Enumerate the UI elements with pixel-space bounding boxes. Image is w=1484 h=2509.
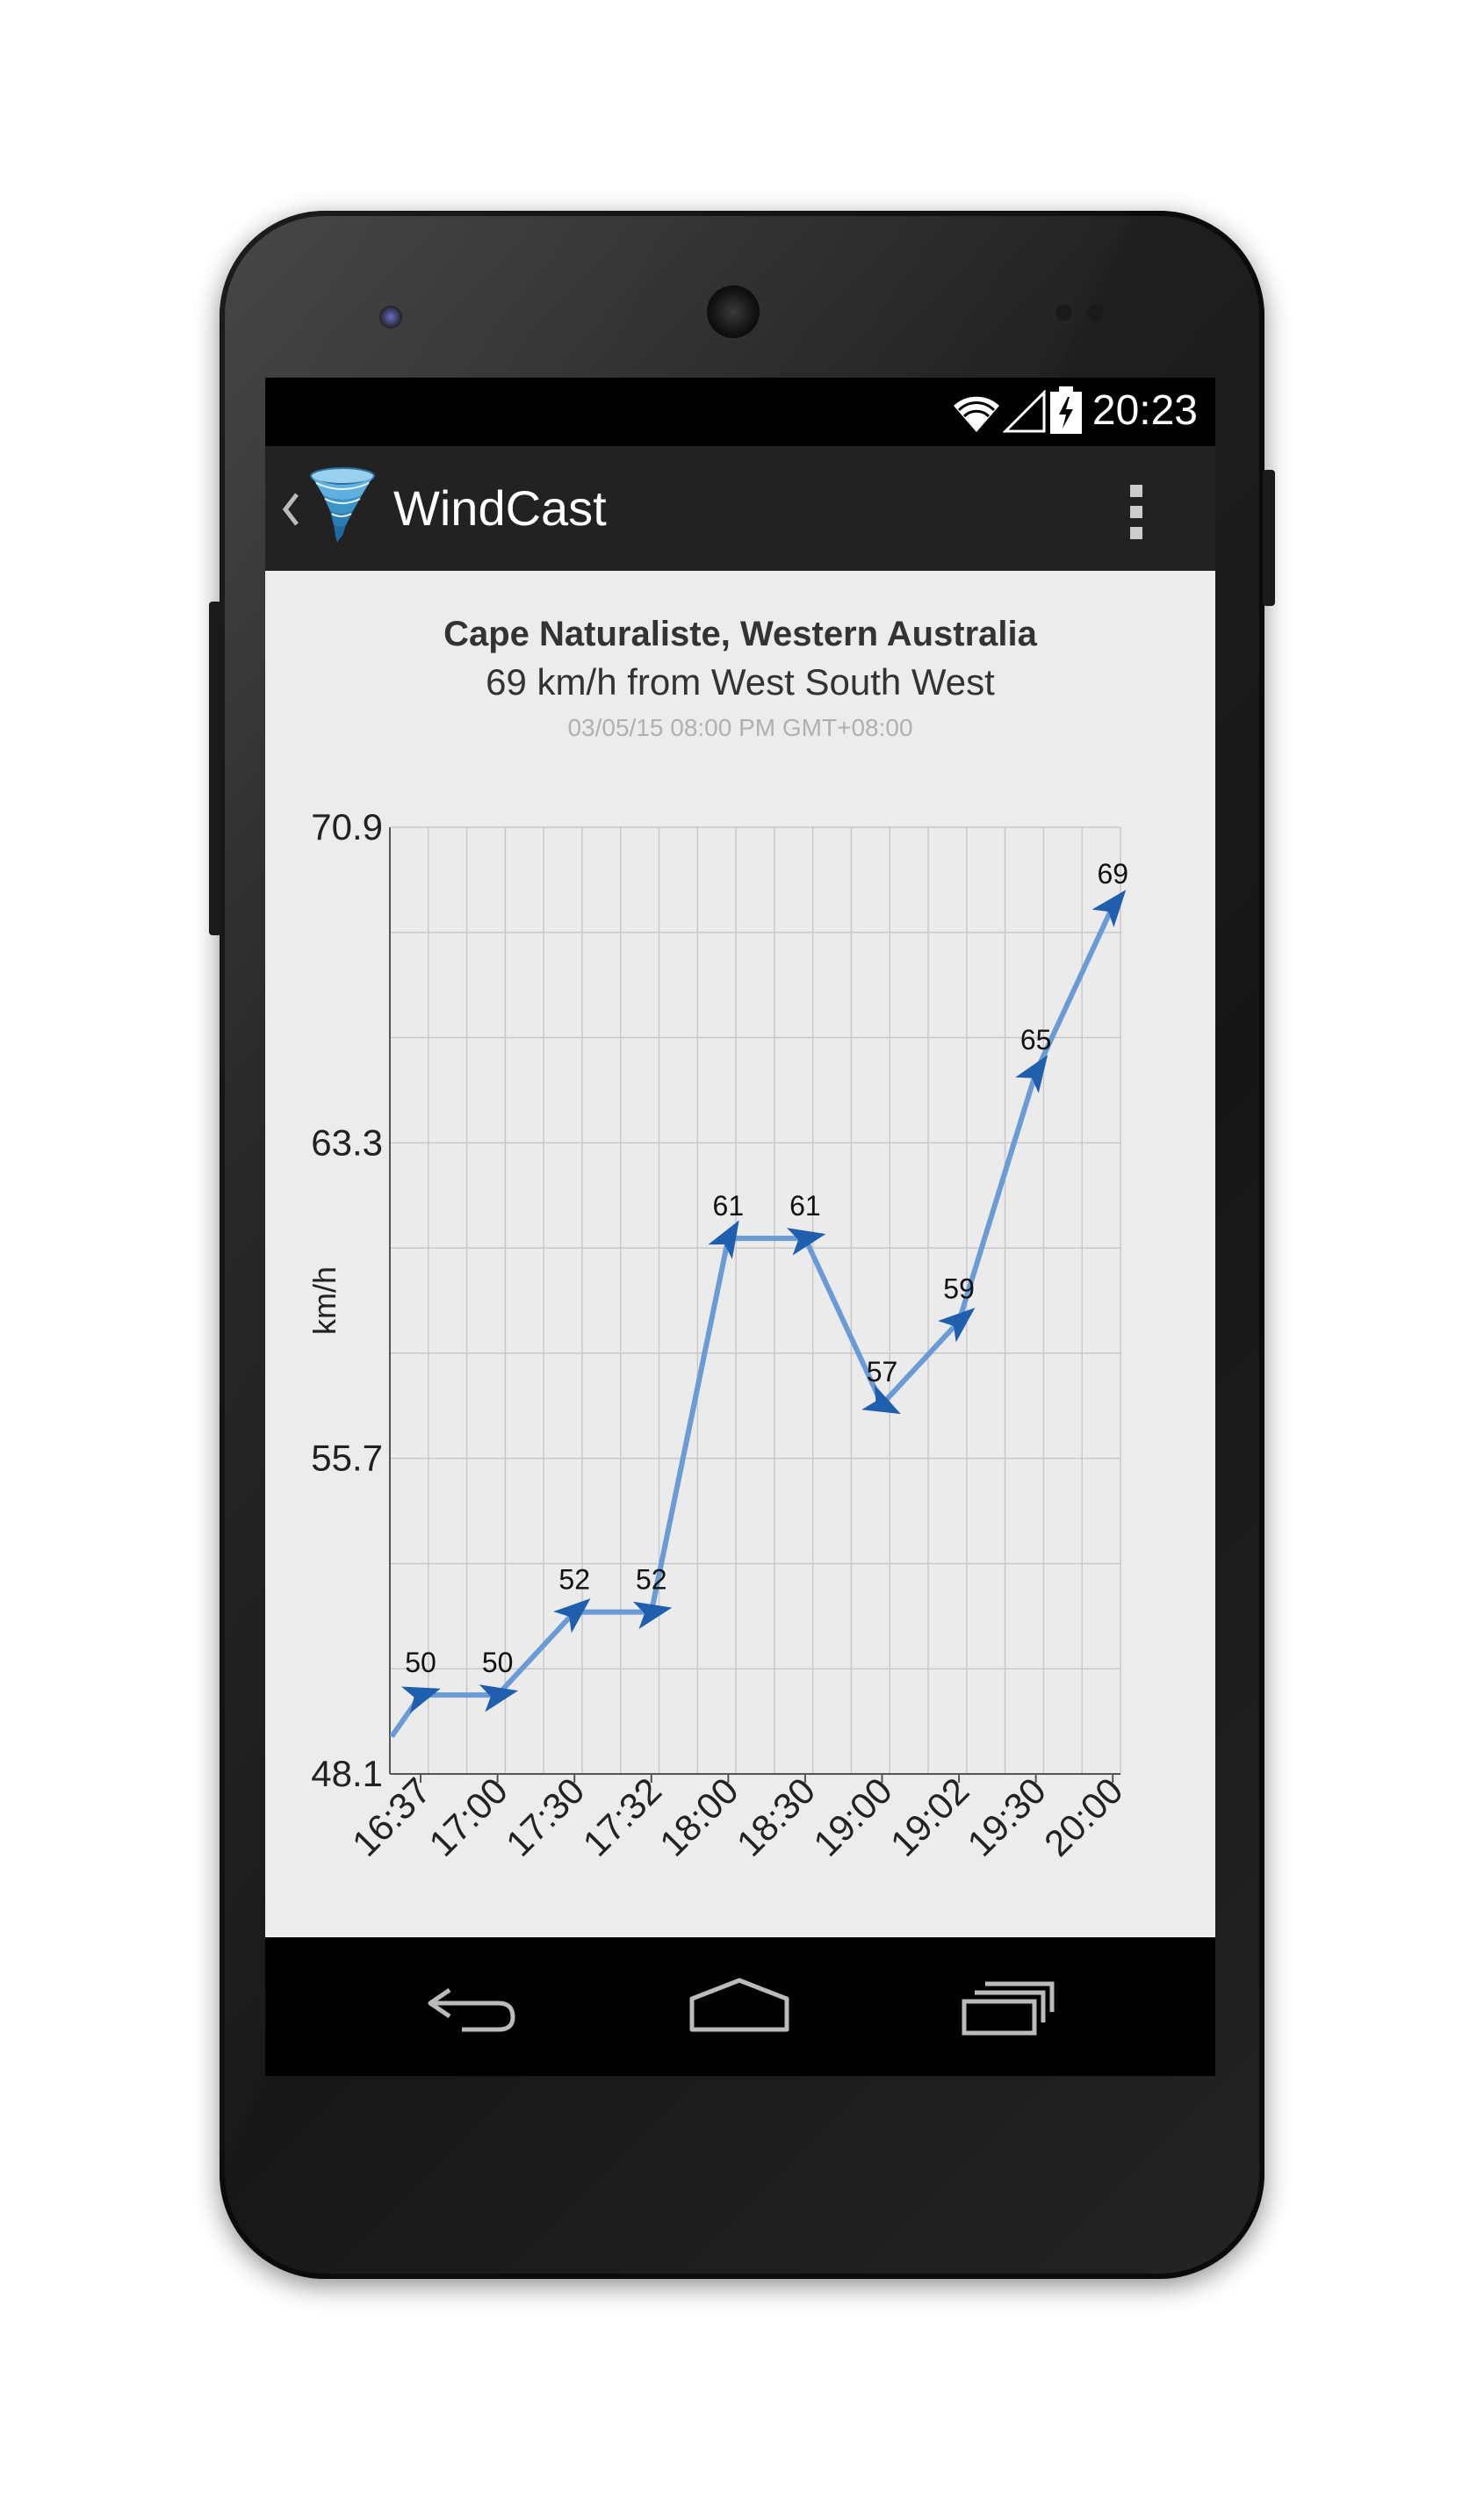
navigation-bar <box>265 1937 1215 2076</box>
x-tick-label: 19:30 <box>959 1770 1054 1864</box>
y-tick-label: 63.3 <box>311 1121 383 1163</box>
plot-area <box>390 827 1120 1774</box>
proximity-sensor <box>1055 305 1071 321</box>
x-tick-label: 19:02 <box>882 1770 977 1864</box>
data-label: 52 <box>558 1564 590 1596</box>
y-tick-label: 55.7 <box>311 1438 383 1479</box>
wind-summary: 69 km/h from West South West <box>486 661 995 703</box>
wind-arrow-marker <box>553 1598 591 1633</box>
status-bar: 20:23 <box>265 378 1215 446</box>
data-label: 50 <box>482 1647 514 1678</box>
x-tick-label: 20:00 <box>1036 1770 1131 1864</box>
data-label: 50 <box>405 1647 436 1678</box>
wind-speed-chart: 48.155.763.370.9km/h16:3717:0017:3017:32… <box>306 806 1131 1864</box>
front-camera <box>379 306 402 328</box>
status-clock: 20:23 <box>1091 387 1198 434</box>
tornado-icon <box>310 467 375 543</box>
wind-arrow-marker <box>1091 890 1127 927</box>
recent-apps-icon[interactable] <box>959 1977 1055 2038</box>
location-title: Cape Naturaliste, Western Australia <box>443 615 1037 653</box>
wind-arrow-marker <box>1015 1055 1048 1093</box>
wind-arrow-marker <box>861 1384 901 1415</box>
data-label: 57 <box>867 1356 898 1388</box>
wind-arrow-marker <box>786 1228 826 1256</box>
x-tick-label: 18:00 <box>652 1770 746 1864</box>
chart-content: Cape Naturaliste, Western Australia 69 k… <box>265 571 1215 1937</box>
data-label: 52 <box>636 1564 667 1596</box>
x-tick-label: 18:30 <box>729 1770 824 1864</box>
wind-arrow-marker <box>632 1601 673 1629</box>
x-tick-label: 17:00 <box>421 1770 515 1864</box>
app-title: WindCast <box>393 480 607 536</box>
data-label: 59 <box>943 1273 975 1305</box>
data-label: 69 <box>1097 858 1128 890</box>
earpiece-speaker <box>707 285 760 338</box>
data-label: 61 <box>713 1190 745 1222</box>
y-axis-label: km/h <box>306 1266 342 1335</box>
wifi-icon <box>954 396 999 432</box>
overflow-menu-icon[interactable] <box>1127 483 1145 541</box>
x-tick-label: 19:00 <box>805 1770 900 1864</box>
signal-icon <box>1003 390 1046 433</box>
power-button <box>1263 470 1275 606</box>
home-icon[interactable] <box>687 1977 792 2038</box>
x-tick-label: 17:30 <box>498 1770 593 1864</box>
data-label: 65 <box>1020 1024 1052 1056</box>
light-sensor <box>1087 305 1103 321</box>
volume-button <box>209 602 221 935</box>
x-tick-label: 17:32 <box>575 1770 670 1864</box>
wind-arrow-marker <box>938 1308 976 1343</box>
wind-arrow-marker <box>708 1220 739 1259</box>
forecast-timestamp: 03/05/15 08:00 PM GMT+08:00 <box>567 714 913 741</box>
y-tick-label: 70.9 <box>311 806 383 847</box>
battery-charging-icon <box>1050 386 1082 434</box>
chevron-left-icon <box>282 493 299 526</box>
y-tick-label: 48.1 <box>311 1753 383 1794</box>
action-bar: WindCast <box>265 446 1215 571</box>
data-label: 61 <box>789 1190 821 1222</box>
wind-arrow-marker <box>400 1686 441 1713</box>
wind-arrow-marker <box>479 1684 519 1712</box>
back-icon[interactable] <box>423 1977 520 2038</box>
screen: 20:23 WindCast Cape Naturaliste, Western… <box>265 378 1215 2076</box>
up-navigation[interactable] <box>272 464 386 555</box>
